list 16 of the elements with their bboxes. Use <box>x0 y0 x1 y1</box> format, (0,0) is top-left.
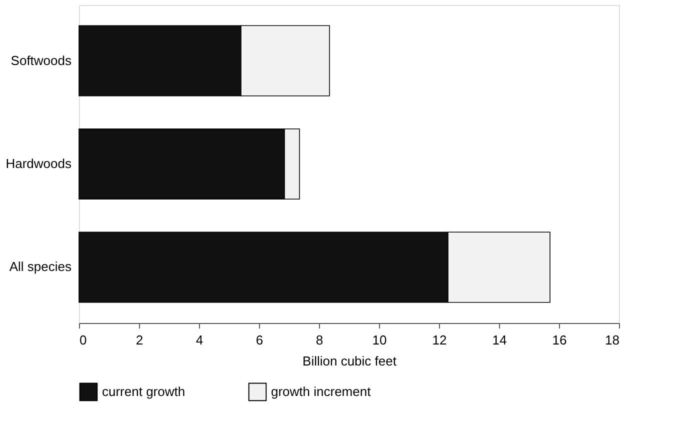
x-tick-label: 18 <box>605 332 620 348</box>
x-tick-label: 14 <box>492 332 507 348</box>
legend-label: growth increment <box>271 384 372 399</box>
x-tick-label: 0 <box>80 332 87 348</box>
y-tick-label: Hardwoods <box>6 156 72 171</box>
x-axis-title: Billion cubic feet <box>302 354 397 368</box>
y-tick-label: All species <box>9 259 72 274</box>
x-tick-label: 4 <box>196 332 204 348</box>
x-tick-label: 12 <box>432 332 447 348</box>
x-tick-label: 8 <box>316 332 324 348</box>
x-tick-label: 2 <box>136 332 144 348</box>
x-tick-label: 10 <box>372 332 387 348</box>
legend-label: current growth <box>102 384 186 399</box>
y-tick-label: Softwoods <box>10 52 72 68</box>
x-tick-label: 16 <box>552 332 567 348</box>
x-tick-label: 6 <box>256 332 264 348</box>
